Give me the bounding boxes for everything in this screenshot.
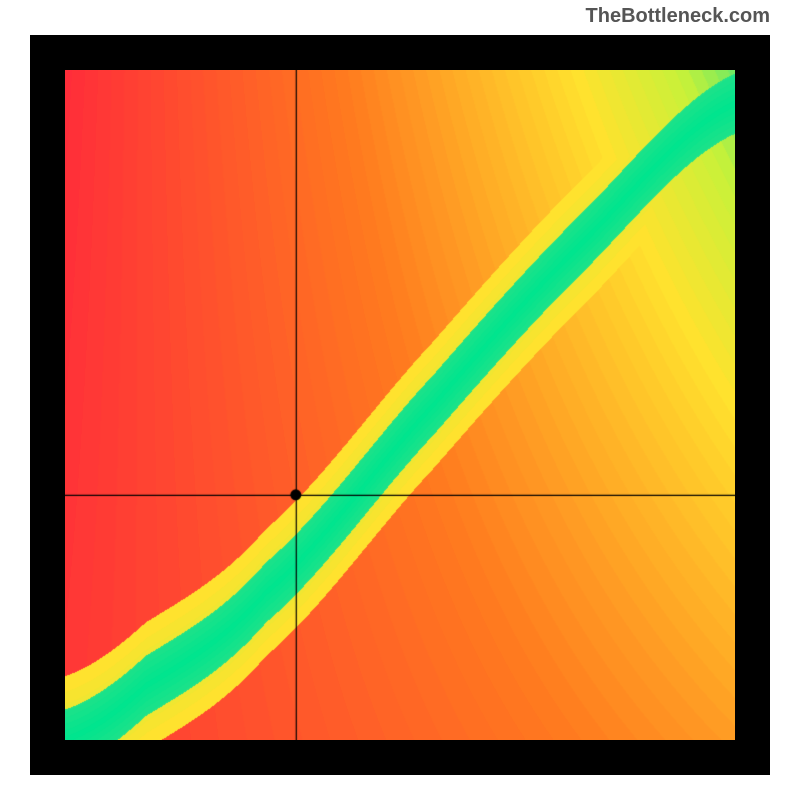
chart-frame xyxy=(30,35,770,775)
crosshair-canvas xyxy=(65,70,735,740)
heatmap-container: TheBottleneck.com xyxy=(0,0,800,800)
attribution-text: TheBottleneck.com xyxy=(586,5,770,28)
